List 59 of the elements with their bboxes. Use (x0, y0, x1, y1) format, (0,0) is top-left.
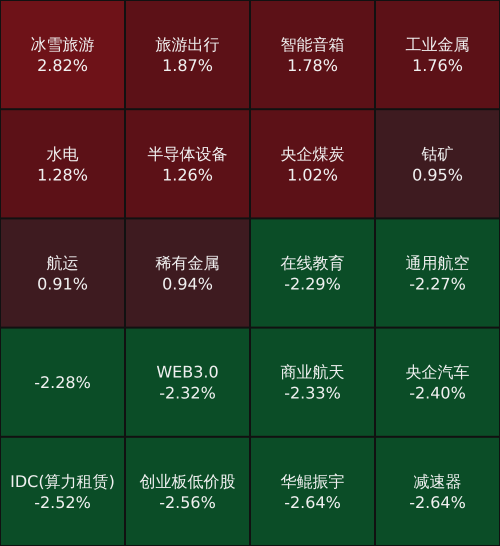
data-label: -2.28% (34, 373, 91, 392)
category-label: 在线教育 (280, 254, 344, 272)
category-label: 钴矿 (420, 144, 454, 164)
data-label: 1.28% (37, 165, 88, 184)
tile: -2.28% (0, 328, 125, 437)
category-label: 智能音箱 (280, 35, 344, 54)
tile: 华鲲振宇 -2.64% (250, 436, 375, 546)
category-label: 创业板低价股 (140, 472, 236, 491)
data-label: -2.64% (409, 492, 466, 512)
tile: 减速器 -2.64% (375, 436, 500, 546)
category-label: 央企煤炭 (280, 144, 344, 164)
data-label: -2.29% (284, 274, 341, 294)
category-label: 水电 (46, 144, 78, 164)
data-label: 1.26% (162, 165, 213, 184)
data-label: 1.87% (162, 56, 213, 76)
category-label: WEB3.0 (156, 362, 219, 382)
tile: 水电 1.28% (0, 109, 125, 218)
data-label: 0.94% (162, 274, 213, 294)
tile: 航运 0.91% (0, 218, 125, 328)
data-label: 2.82% (37, 56, 88, 76)
category-label: 工业金属 (406, 35, 470, 54)
data-label: -2.64% (284, 492, 341, 512)
category-label: 旅游出行 (156, 35, 220, 54)
data-label: 0.91% (37, 274, 88, 294)
data-label: -2.27% (409, 274, 466, 294)
tile: 冰雪旅游 2.82% (0, 0, 125, 110)
category-label: 航运 (46, 254, 78, 272)
category-label: 减速器 (414, 472, 462, 491)
category-label: 稀有金属 (156, 254, 220, 272)
category-label: 华鲲振宇 (280, 472, 344, 491)
tile: 工业金属 1.76% (375, 0, 500, 110)
category-label: 央企汽车 (406, 362, 470, 382)
tile: 在线教育 -2.29% (250, 218, 375, 328)
tile: 半导体设备 1.26% (125, 109, 250, 218)
tile: 通用航空 -2.27% (375, 218, 500, 328)
data-label: 0.95% (412, 165, 463, 184)
data-label: 1.76% (412, 56, 463, 76)
tile: 稀有金属 0.94% (125, 218, 250, 328)
tile: WEB3.0 -2.32% (125, 328, 250, 437)
data-label: -2.52% (34, 492, 91, 512)
data-label: -2.40% (409, 384, 466, 403)
category-label: 通用航空 (406, 254, 470, 272)
data-label: -2.33% (284, 384, 341, 403)
tile: 钴矿 0.95% (375, 109, 500, 218)
data-label: -2.56% (159, 492, 216, 512)
tile: 央企汽车 -2.40% (375, 328, 500, 437)
data-label: 1.78% (287, 56, 338, 76)
tile: 旅游出行 1.87% (125, 0, 250, 110)
category-label: 冰雪旅游 (30, 35, 94, 54)
tile: 央企煤炭 1.02% (250, 109, 375, 218)
tile: 智能音箱 1.78% (250, 0, 375, 110)
data-label: -2.32% (159, 384, 216, 403)
category-label: 商业航天 (280, 362, 344, 382)
category-label: 半导体设备 (148, 144, 228, 164)
tile: 商业航天 -2.33% (250, 328, 375, 437)
data-label: 1.02% (287, 165, 338, 184)
tile: 创业板低价股 -2.56% (125, 436, 250, 546)
category-label: IDC(算力租赁) (10, 472, 115, 491)
tile: IDC(算力租赁) -2.52% (0, 436, 125, 546)
